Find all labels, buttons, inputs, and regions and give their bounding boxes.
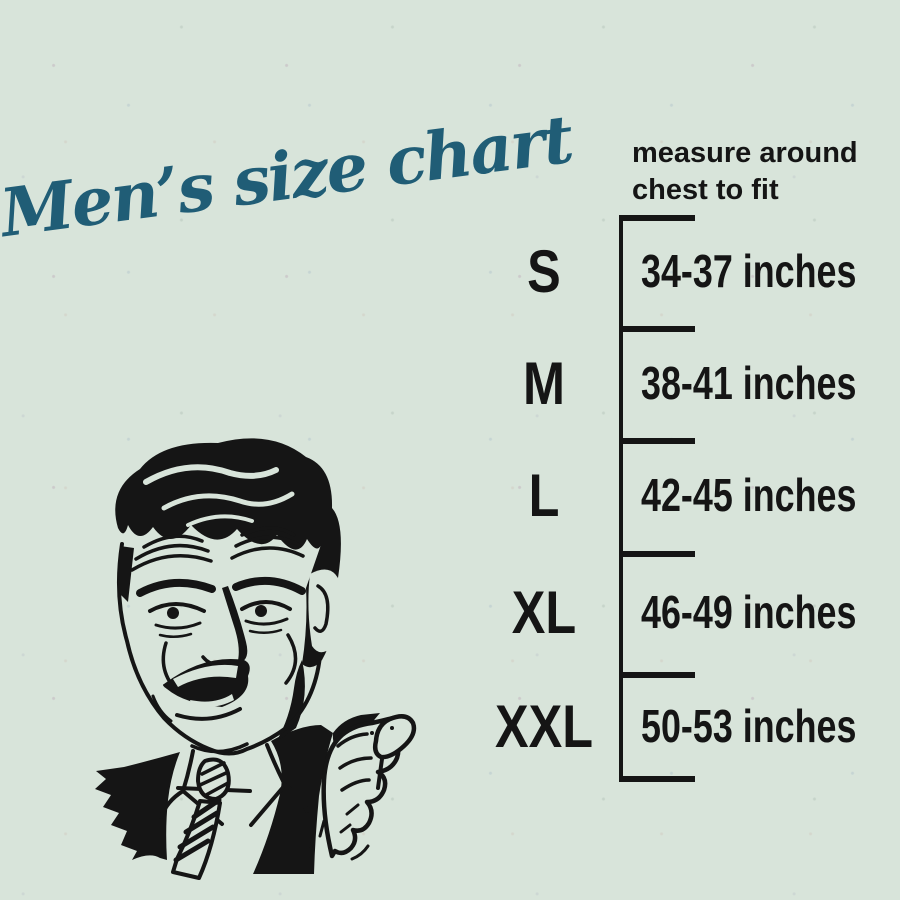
eyebrows — [136, 578, 216, 597]
range-value-m: 38-41 inches — [641, 357, 857, 409]
header-line-1: measure around — [632, 137, 858, 169]
size-label-l: L — [528, 461, 560, 529]
size-label-m: M — [523, 349, 565, 417]
range-value-xl: 46-49 inches — [641, 586, 857, 638]
range-value-l: 42-45 inches — [641, 469, 857, 521]
page-title: Men’s size chart — [0, 99, 577, 253]
jacket-right — [253, 725, 333, 874]
range-value-xxl: 50-53 inches — [641, 700, 857, 752]
thumb — [372, 714, 417, 760]
table-divider — [619, 672, 695, 678]
size-label-s: S — [527, 237, 561, 305]
face-outline — [116, 542, 322, 756]
jacket-left — [95, 752, 180, 860]
table-divider — [619, 438, 695, 444]
table-divider — [619, 551, 695, 557]
size-label-xl: XL — [511, 578, 577, 646]
table-vertical-rule — [619, 215, 623, 782]
range-value-s: 34-37 inches — [641, 245, 857, 297]
header-line-2: chest to fit — [632, 174, 779, 206]
table-divider — [619, 776, 695, 782]
table-divider — [619, 215, 695, 221]
measurement-column-header: measure around chest to fit — [632, 135, 858, 209]
retro-man-illustration — [95, 438, 417, 880]
size-label-xxl: XXL — [494, 692, 594, 760]
table-divider — [619, 326, 695, 332]
nose — [222, 586, 248, 664]
